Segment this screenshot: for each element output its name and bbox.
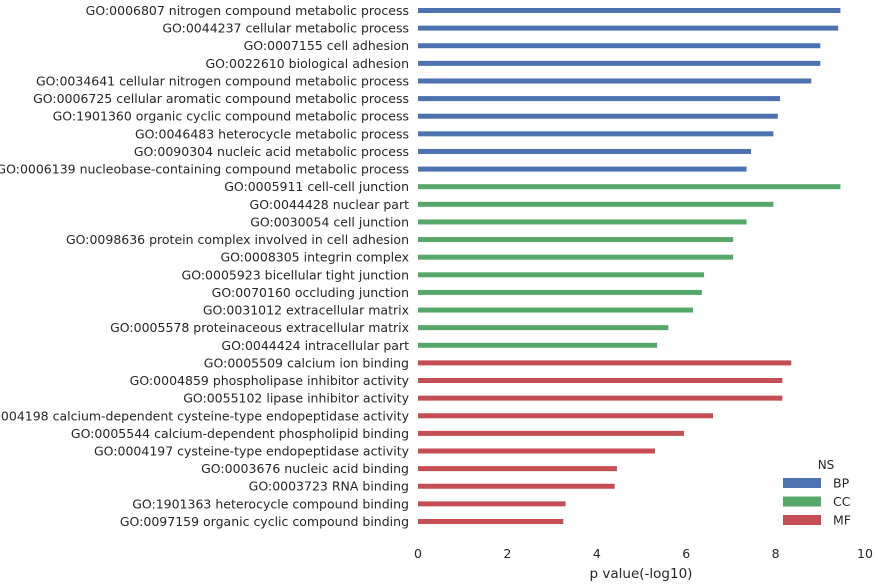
category-label: GO:0097159 organic cyclic compound bindi… — [120, 514, 409, 529]
category-label: GO:0005544 calcium-dependent phospholipi… — [71, 426, 409, 441]
legend-label-mf: MF — [833, 513, 851, 528]
x-axis-title: p value(-log10) — [590, 566, 693, 582]
bar-bp — [418, 113, 778, 119]
category-label: GO:0005911 cell-cell junction — [224, 179, 409, 194]
x-tick-label: 6 — [682, 546, 690, 561]
bar-bp — [418, 78, 812, 84]
category-label: GO:1901360 organic cyclic compound metab… — [53, 109, 409, 124]
bar-bp — [418, 25, 839, 31]
bar-bp — [418, 60, 821, 66]
legend-swatch-bp — [783, 478, 821, 488]
category-label: GO:0004198 calcium-dependent cysteine-ty… — [0, 408, 410, 423]
bar-cc — [418, 342, 658, 348]
category-label: GO:0007155 cell adhesion — [244, 38, 409, 53]
category-label: GO:0055102 lipase inhibitor activity — [183, 391, 409, 406]
category-label: GO:0046483 heterocycle metabolic process — [135, 126, 409, 141]
category-label: GO:0070160 occluding junction — [212, 285, 409, 300]
bar-cc — [418, 307, 693, 313]
category-label: GO:0006139 nucleobase-containing compoun… — [0, 162, 409, 177]
category-label: GO:0098636 protein complex involved in c… — [66, 232, 409, 247]
bar-cc — [418, 219, 747, 225]
bar-bp — [418, 166, 747, 172]
bar-mf — [418, 378, 783, 384]
category-label: GO:0022610 biological adhesion — [206, 56, 410, 71]
bar-cc — [418, 201, 774, 207]
bar-cc — [418, 325, 669, 331]
category-label: GO:0044424 intracellular part — [221, 338, 409, 353]
legend-swatch-mf — [783, 515, 821, 525]
bar-cc — [418, 254, 734, 260]
legend-title: NS — [818, 458, 835, 472]
bar-bp — [418, 43, 821, 49]
category-label: GO:0008305 integrin complex — [220, 250, 409, 265]
bar-bp — [418, 148, 752, 154]
legend-label-cc: CC — [833, 494, 851, 509]
category-label: GO:0030054 cell junction — [250, 214, 409, 229]
category-label: GO:0044237 cellular metabolic process — [162, 21, 409, 36]
category-label: GO:1901363 heterocycle compound binding — [132, 496, 409, 511]
bar-mf — [418, 501, 566, 507]
category-label: GO:0034641 cellular nitrogen compound me… — [36, 73, 409, 88]
bar-mf — [418, 466, 617, 472]
bar-mf — [418, 448, 655, 454]
bar-mf — [418, 395, 783, 401]
legend: NS BP CC MF — [783, 458, 851, 528]
category-label: GO:0006725 cellular aromatic compound me… — [33, 91, 409, 106]
bar-cc — [418, 184, 841, 190]
category-label: GO:0003676 nucleic acid binding — [201, 461, 409, 476]
category-label: GO:0003723 RNA binding — [249, 479, 409, 494]
legend-swatch-cc — [783, 496, 821, 507]
category-label: GO:0090304 nucleic acid metabolic proces… — [134, 144, 409, 159]
bar-mf — [418, 360, 792, 366]
category-label: GO:0004859 phospholipase inhibitor activ… — [130, 373, 410, 388]
bar-bp — [418, 96, 781, 102]
category-label: GO:0005578 proteinaceous extracellular m… — [110, 320, 409, 335]
bar-cc — [418, 289, 702, 295]
bar-bp — [418, 131, 774, 137]
bars-layer — [418, 8, 841, 524]
category-label: GO:0005923 bicellular tight junction — [182, 267, 409, 282]
x-axis: 0 2 4 6 8 10 — [414, 546, 873, 561]
bar-cc — [418, 272, 705, 278]
x-tick-label: 0 — [414, 546, 422, 561]
category-label: GO:0044428 nuclear part — [250, 197, 410, 212]
category-label: GO:0006807 nitrogen compound metabolic p… — [86, 3, 409, 18]
bar-mf — [418, 413, 714, 419]
x-tick-label: 8 — [772, 546, 780, 561]
x-tick-label: 2 — [503, 546, 511, 561]
bar-bp — [418, 8, 841, 13]
category-label: GO:0004197 cysteine-type endopeptidase a… — [94, 444, 410, 459]
x-tick-label: 10 — [857, 546, 873, 561]
legend-label-bp: BP — [833, 476, 850, 491]
category-label: GO:0005509 calcium ion binding — [204, 355, 409, 370]
bar-cc — [418, 237, 734, 243]
bar-mf — [418, 430, 684, 436]
x-tick-label: 4 — [593, 546, 601, 561]
category-labels: GO:0006807 nitrogen compound metabolic p… — [0, 3, 410, 529]
category-label: GO:0031012 extracellular matrix — [203, 303, 409, 318]
bar-mf — [418, 518, 564, 524]
bar-mf — [418, 483, 615, 489]
